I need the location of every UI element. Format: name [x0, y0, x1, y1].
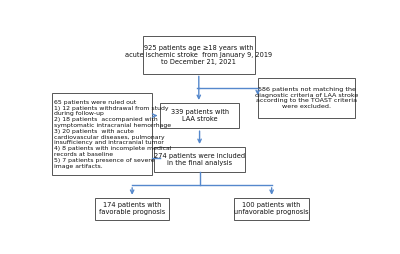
FancyBboxPatch shape: [52, 93, 152, 175]
Text: 174 patients with
favorable prognosis: 174 patients with favorable prognosis: [99, 202, 165, 215]
FancyBboxPatch shape: [258, 78, 355, 118]
Text: 925 patients age ≥18 years with
acute ischemic stroke  from January 9, 2019
to D: 925 patients age ≥18 years with acute is…: [125, 45, 272, 65]
Text: 586 patients not matching the
diagnostic criteria of LAA stroke
according to the: 586 patients not matching the diagnostic…: [255, 87, 358, 109]
FancyBboxPatch shape: [154, 147, 245, 172]
Text: 339 patients with
LAA stroke: 339 patients with LAA stroke: [170, 109, 229, 122]
Text: 65 patients were ruled out
1) 12 patients withdrawal from study
during follow-up: 65 patients were ruled out 1) 12 patient…: [54, 100, 172, 169]
FancyBboxPatch shape: [143, 36, 254, 73]
FancyBboxPatch shape: [95, 198, 169, 220]
FancyBboxPatch shape: [234, 198, 309, 220]
Text: 274 patients were included
in the final analysis: 274 patients were included in the final …: [154, 153, 245, 166]
Text: 100 patients with
unfavorable prognosis: 100 patients with unfavorable prognosis: [234, 202, 309, 215]
FancyBboxPatch shape: [160, 103, 239, 128]
